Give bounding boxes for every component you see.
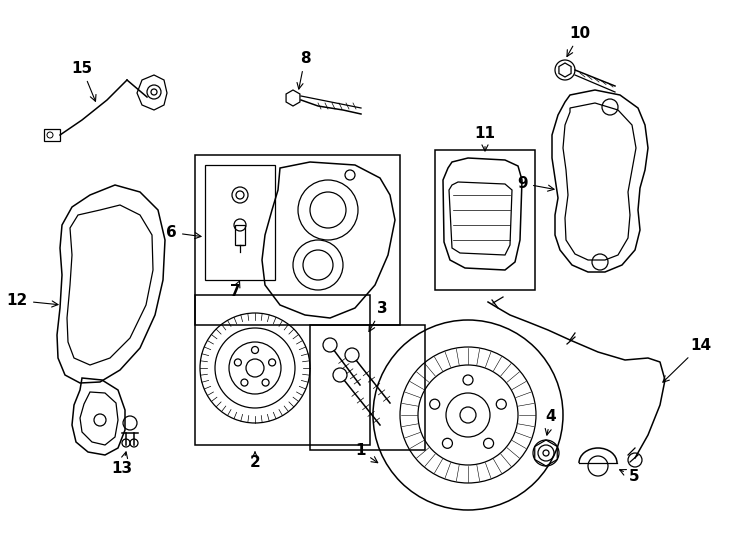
Text: 9: 9 <box>517 176 554 191</box>
Bar <box>44 129 60 141</box>
Bar <box>195 155 400 325</box>
Text: 6: 6 <box>166 225 201 240</box>
Text: 7: 7 <box>230 281 240 299</box>
Text: 2: 2 <box>250 452 261 470</box>
Text: 10: 10 <box>567 26 591 57</box>
Text: 13: 13 <box>112 452 133 476</box>
Bar <box>310 325 425 450</box>
Bar <box>205 165 275 280</box>
Text: 8: 8 <box>297 51 310 89</box>
Text: 3: 3 <box>369 301 388 332</box>
Text: 1: 1 <box>355 443 378 463</box>
Bar <box>435 150 535 290</box>
Bar <box>235 225 245 245</box>
Text: 15: 15 <box>71 61 96 102</box>
Text: 4: 4 <box>545 409 556 435</box>
Bar <box>195 295 370 445</box>
Text: 5: 5 <box>619 469 639 484</box>
Text: 11: 11 <box>474 126 495 151</box>
Text: 14: 14 <box>663 338 711 382</box>
Text: 12: 12 <box>7 293 58 308</box>
